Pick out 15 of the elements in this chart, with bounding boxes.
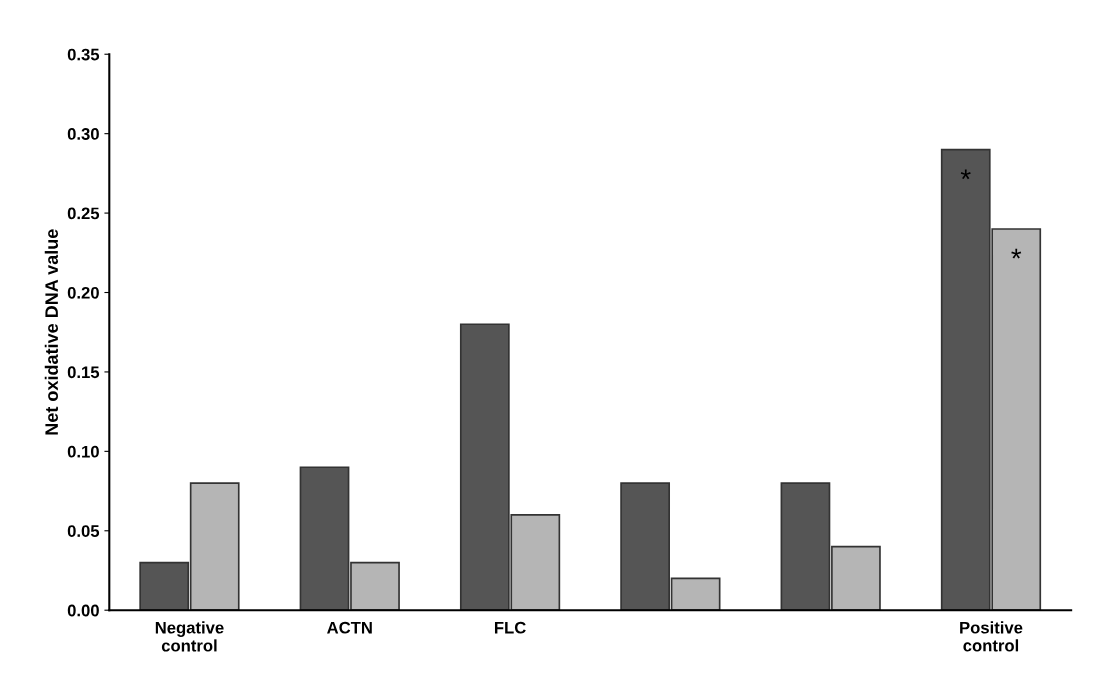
y-tick-label: 0.35 — [67, 48, 100, 61]
y-tick-label: 0.10 — [67, 445, 99, 458]
x-tick-label: Negative control — [155, 621, 224, 652]
y-axis-title: Net oxidative DNA value — [44, 229, 59, 435]
annotation: * — [1011, 248, 1022, 259]
y-tick-label: 0.00 — [67, 604, 99, 617]
x-tick-label: FLC — [494, 621, 526, 634]
y-tick-label: 0.05 — [67, 525, 100, 537]
x-tick-label: Positive control — [960, 621, 1023, 652]
x-tick-label: ACTN — [327, 621, 372, 634]
annotation: * — [960, 169, 971, 180]
y-tick-label: 0.25 — [67, 207, 100, 220]
y-tick-label: 0.15 — [67, 366, 100, 379]
y-tick-label: 0.20 — [67, 286, 99, 299]
y-tick-label: 0.30 — [67, 128, 99, 140]
